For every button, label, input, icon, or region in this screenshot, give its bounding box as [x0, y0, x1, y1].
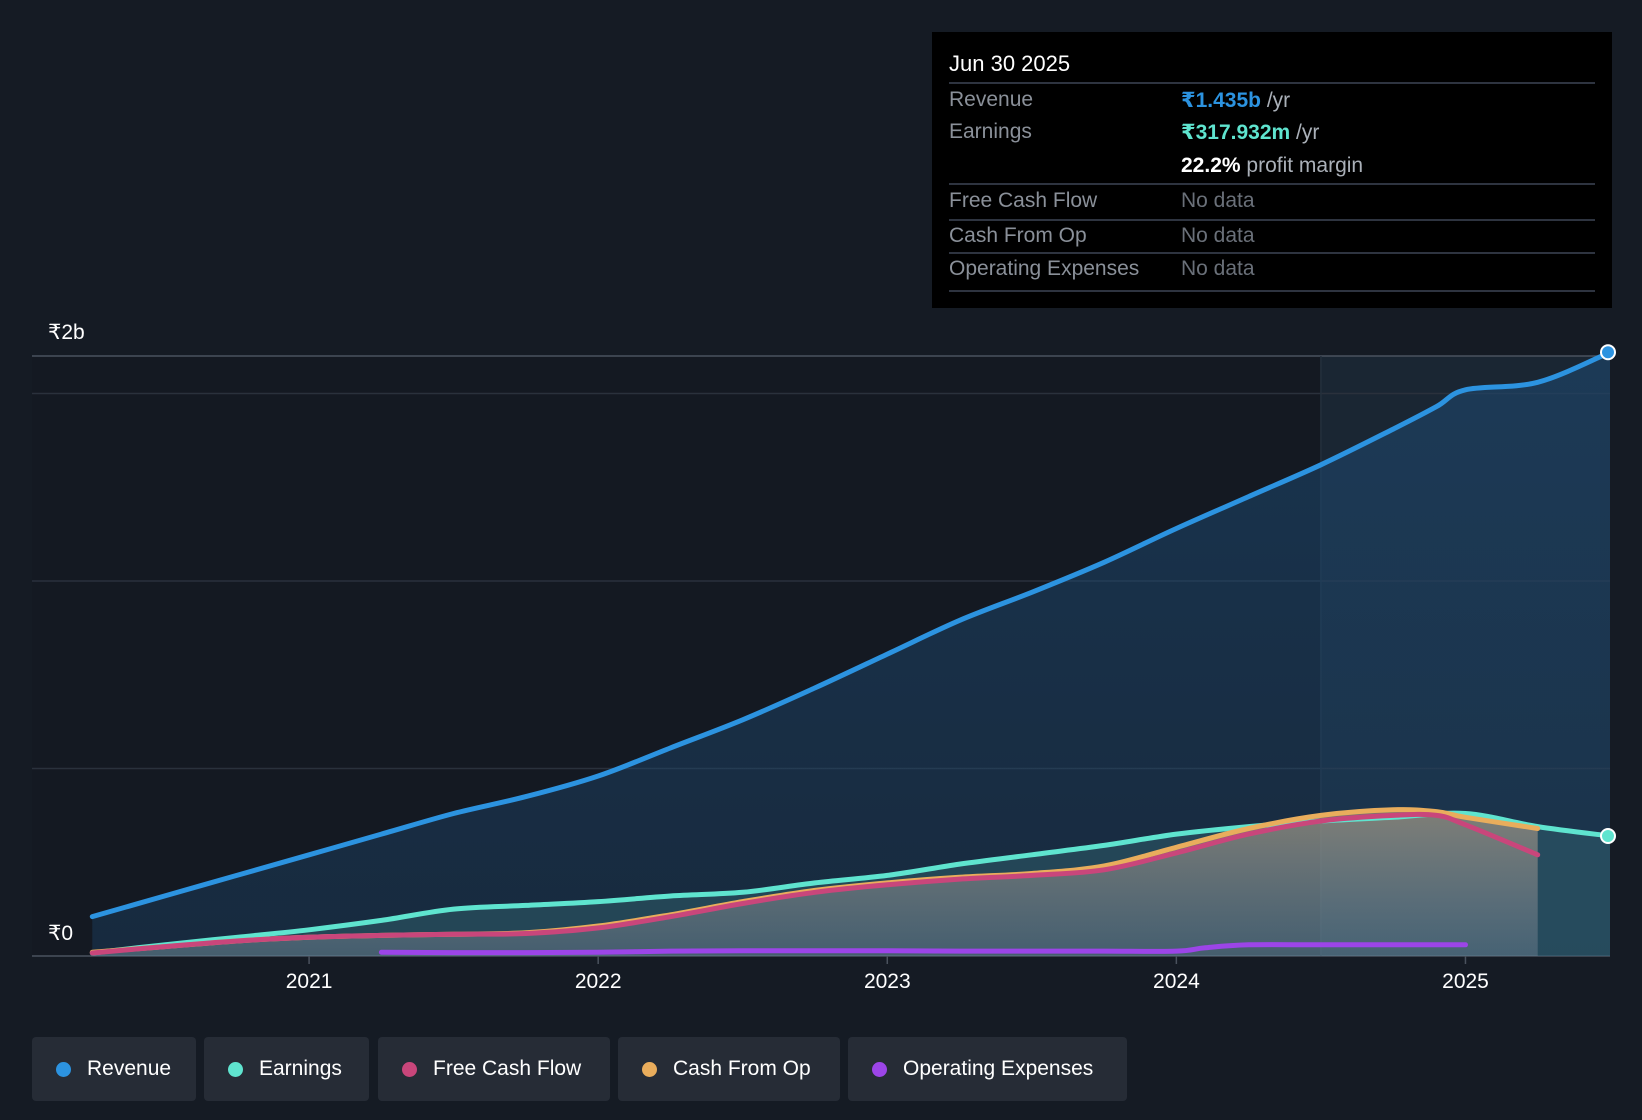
y-tick-label-top: ₹2b: [48, 321, 85, 344]
tooltip-row-opex: Operating Expenses No data: [949, 252, 1595, 280]
x-tick-label: 2022: [574, 970, 622, 993]
tooltip-fcf-value: No data: [1181, 189, 1255, 212]
revenue-end-marker: [1600, 344, 1616, 361]
x-tick-label: 2021: [285, 970, 333, 993]
tooltip-cfo-value: No data: [1181, 224, 1255, 247]
tooltip-row-fcf: Free Cash Flow No data: [949, 183, 1595, 212]
tooltip-panel: Jun 30 2025 Revenue ₹1.435b /yr Earnings…: [932, 32, 1612, 308]
revenue-line: [89, 349, 1613, 920]
tooltip-earnings-value-wrap: ₹317.932m /yr: [1181, 120, 1319, 145]
tooltip-earnings-unit: /yr: [1296, 121, 1320, 144]
earnings-end-marker: [1600, 828, 1616, 844]
legend-item-operating-expenses[interactable]: Operating Expenses: [848, 1037, 1127, 1101]
tooltip-earnings-label: Earnings: [949, 120, 1032, 143]
tooltip-margin-value: 22.2%: [1181, 154, 1241, 177]
legend-dot-free-cash-flow: [402, 1061, 417, 1077]
legend-label-earnings: Earnings: [259, 1057, 342, 1080]
legend-dot-earnings: [228, 1061, 243, 1077]
y-tick-label-zero: ₹0: [48, 922, 74, 945]
tooltip-fcf-label: Free Cash Flow: [949, 189, 1098, 212]
tooltip-bottom-divider: [949, 290, 1595, 292]
legend-item-revenue[interactable]: Revenue: [32, 1037, 196, 1101]
x-tick-label: 2024: [1153, 970, 1200, 993]
legend-label-revenue: Revenue: [87, 1057, 172, 1080]
x-tick-label: 2025: [1442, 970, 1489, 993]
tooltip-row-cfo: Cash From Op No data: [949, 219, 1595, 247]
tooltip-margin-label: profit margin: [1246, 154, 1364, 177]
legend-label-cash-from-op: Cash From Op: [673, 1057, 811, 1080]
tooltip-revenue-label: Revenue: [949, 88, 1034, 111]
tooltip-cfo-label: Cash From Op: [949, 224, 1087, 247]
legend-item-earnings[interactable]: Earnings: [204, 1037, 369, 1101]
legend-dot-operating-expenses: [872, 1061, 887, 1077]
x-tick-label: 2023: [863, 970, 911, 993]
tooltip-opex-value: No data: [1181, 257, 1255, 280]
tooltip-earnings-value: ₹317.932m: [1181, 121, 1291, 144]
cash-from-op-area: [92, 809, 1538, 956]
legend-label-free-cash-flow: Free Cash Flow: [433, 1057, 582, 1080]
tooltip-revenue-value: ₹1.435b: [1181, 89, 1261, 112]
tooltip-row-revenue: Revenue ₹1.435b /yr: [949, 82, 1595, 112]
revenue-area: [92, 352, 1610, 956]
legend-label-operating-expenses: Operating Expenses: [903, 1057, 1094, 1080]
legend-dot-cash-from-op: [642, 1061, 657, 1077]
tooltip-date: Jun 30 2025: [949, 51, 1071, 76]
legend-item-free-cash-flow[interactable]: Free Cash Flow: [378, 1037, 610, 1101]
operating-expenses-line: [378, 942, 1468, 956]
legend-dot-revenue: [56, 1061, 71, 1077]
tooltip-revenue-value-wrap: ₹1.435b /yr: [1181, 88, 1290, 113]
legend-item-cash-from-op[interactable]: Cash From Op: [618, 1037, 840, 1101]
free-cash-flow-line: [89, 811, 1541, 956]
tooltip-opex-label: Operating Expenses: [949, 257, 1140, 280]
tooltip-revenue-unit: /yr: [1266, 89, 1291, 112]
tooltip-margin-wrap: 22.2% profit margin: [1181, 154, 1363, 178]
